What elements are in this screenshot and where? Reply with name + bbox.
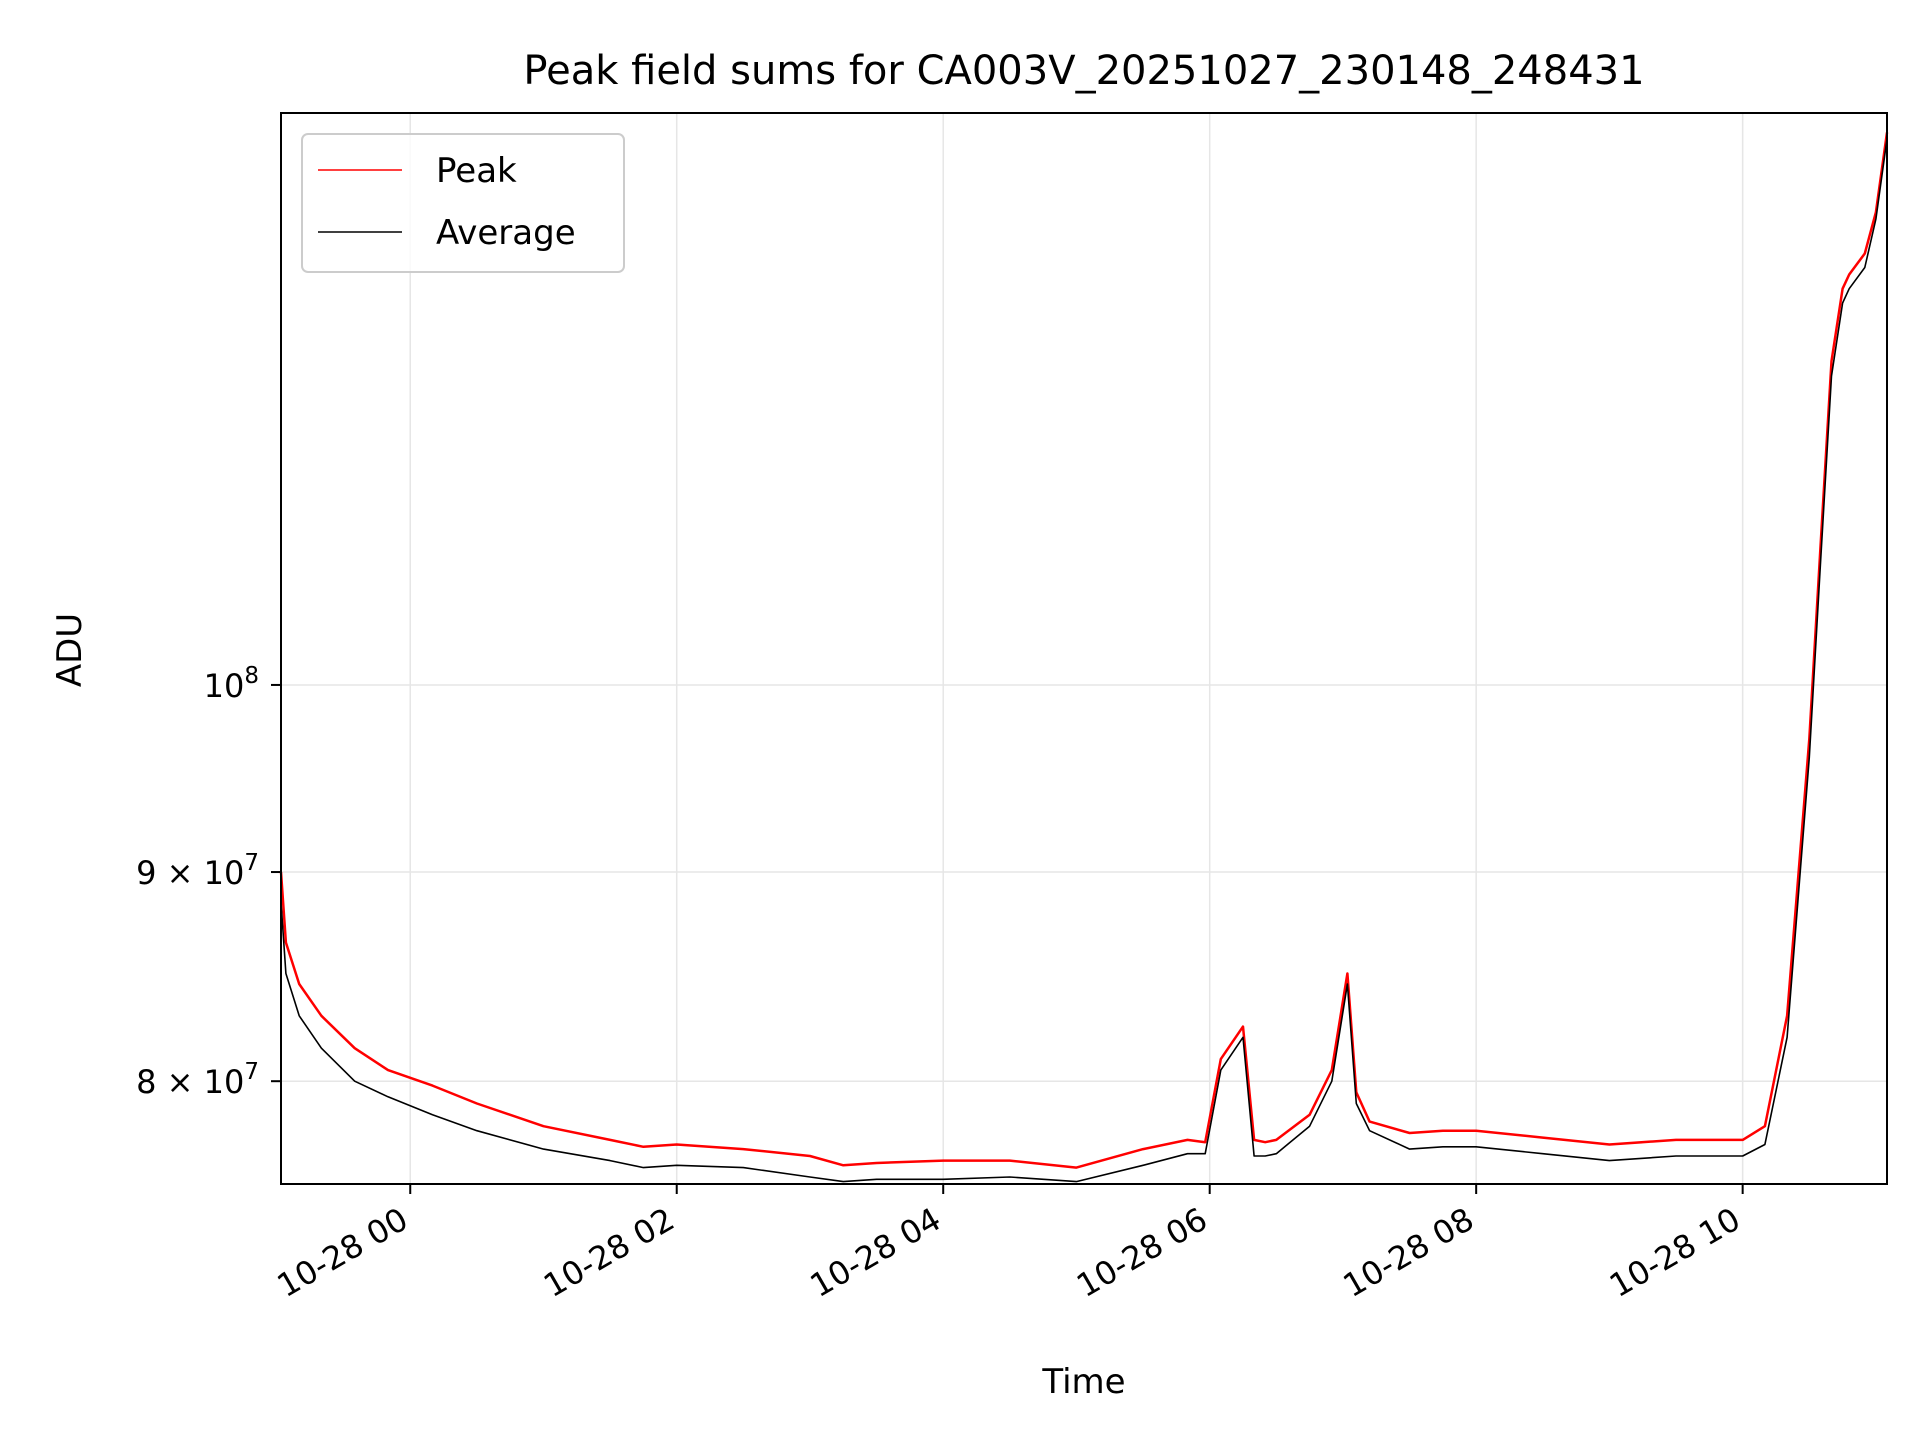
- series-line-peak: [279, 132, 1889, 1169]
- y-tick-label: 9 × 107: [136, 850, 259, 892]
- x-tick-label: 10-28 04: [804, 1200, 948, 1305]
- series-lines: [279, 132, 1889, 1183]
- legend-average-label: Average: [436, 213, 576, 253]
- y-tick-label: 108: [204, 663, 259, 705]
- legend-peak-label: Peak: [436, 151, 517, 191]
- legend-box: [301, 133, 625, 273]
- x-tick-label: 10-28 10: [1603, 1200, 1747, 1305]
- grid-lines: [281, 113, 1887, 1184]
- series-line-average: [280, 138, 1888, 1183]
- x-tick-label: 10-28 00: [271, 1200, 415, 1305]
- y-axis: 8 × 107 9 × 107 108: [136, 663, 281, 1101]
- chart-title: Peak field sums for CA003V_20251027_2301…: [523, 48, 1644, 94]
- legend: Peak Average: [301, 133, 625, 273]
- x-tick-label: 10-28 02: [537, 1200, 681, 1305]
- x-tick-label: 10-28 06: [1070, 1200, 1214, 1305]
- plot-frame: [280, 112, 1888, 1185]
- x-axis-label: Time: [1041, 1362, 1125, 1402]
- y-axis-label: ADU: [50, 613, 90, 687]
- x-axis: 10-28 00 10-28 02 10-28 04 10-28 06 10-28 08…: [271, 1184, 1747, 1305]
- x-tick-label: 10-28 08: [1337, 1200, 1481, 1305]
- y-tick-label: 8 × 107: [136, 1059, 259, 1101]
